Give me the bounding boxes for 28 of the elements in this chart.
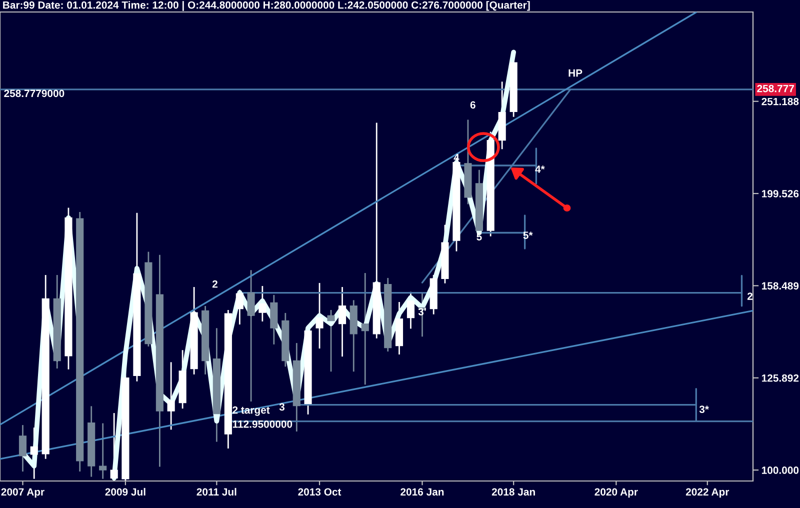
annotation: 2 target [232, 406, 270, 416]
y-tick-label: 251.188 [762, 98, 799, 106]
annotation: 2 [747, 292, 752, 300]
x-tick-label: 2016 Jan [400, 488, 444, 496]
x-tick-label: 2011 Jul [196, 488, 236, 496]
x-tick-label: 2007 Apr [1, 488, 44, 498]
annotation: 2 [212, 280, 218, 288]
x-tick-label: 2013 Oct [298, 488, 342, 496]
y-tick-label: 125.892 [762, 374, 799, 382]
chart-title: Bar:99 Date: 01.01.2024 Time: 12:00 | O:244.8000000 H:280.0000000 L:242.0500000 C:276.7000000 [Quarter] [3, 1, 530, 11]
annotation: 4* [535, 166, 545, 173]
annotation: 5* [523, 232, 533, 239]
x-tick-label: 2009 Jul [105, 488, 146, 496]
x-tick-label: 2022 Apr [686, 488, 730, 498]
ref-line-label: 258.7779000 [4, 90, 64, 98]
annotation: 3* [699, 406, 709, 413]
y-tick-label: 199.526 [762, 190, 799, 198]
x-tick-label: 2018 Jan [492, 488, 535, 496]
x-tick-label: 2020 Apr [594, 488, 638, 498]
annotation: 112.9500000 [232, 420, 292, 428]
annotation: 3' [418, 308, 426, 316]
annotation: 258.777 [757, 84, 794, 92]
annotation: HP [568, 69, 582, 77]
annotation: 6 [470, 101, 476, 109]
y-tick-label: 158.489 [762, 282, 799, 290]
annotation: 3 [279, 403, 285, 411]
y-tick-label: 100.000 [762, 466, 799, 474]
annotation: 5 [476, 233, 482, 240]
